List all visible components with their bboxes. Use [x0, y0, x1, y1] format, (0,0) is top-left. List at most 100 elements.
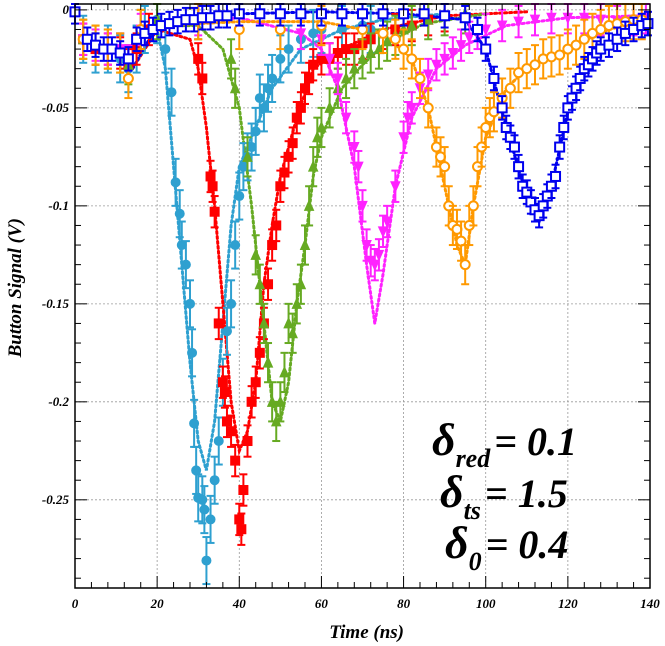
data-point	[221, 10, 233, 22]
data-point	[406, 18, 418, 31]
data-point	[225, 52, 237, 64]
annotation-value: = 0.1	[494, 419, 577, 464]
data-point	[488, 72, 500, 84]
data-point	[406, 102, 418, 115]
data-point	[431, 59, 442, 72]
data-point	[467, 200, 479, 212]
data-point	[340, 112, 352, 125]
data-point	[558, 121, 570, 133]
data-point	[187, 347, 198, 358]
data-point	[234, 514, 245, 525]
data-points	[69, 3, 654, 586]
data-point	[254, 277, 266, 290]
data-point	[349, 142, 360, 154]
data-point	[242, 150, 253, 162]
data-point	[554, 141, 566, 153]
data-point	[114, 47, 126, 59]
data-point	[480, 24, 491, 37]
data-point	[303, 199, 315, 211]
data-point	[472, 23, 483, 35]
data-point	[316, 120, 327, 133]
data-point	[174, 208, 185, 219]
data-point	[336, 8, 348, 20]
data-point	[381, 216, 393, 229]
data-point	[209, 206, 220, 217]
data-point	[205, 171, 216, 182]
data-point	[324, 101, 335, 113]
y-tick-label: -0.15	[42, 296, 70, 311]
data-point	[308, 28, 319, 39]
data-point	[579, 12, 590, 25]
data-point	[611, 33, 623, 45]
data-point	[279, 365, 290, 378]
data-point	[377, 27, 389, 39]
annotation-subscript: ts	[464, 496, 481, 525]
y-tick-label: -0.05	[42, 100, 70, 115]
data-point	[349, 61, 360, 74]
plot-frame	[74, 3, 651, 589]
data-point	[205, 514, 216, 525]
data-point	[406, 53, 418, 65]
data-point	[308, 59, 319, 70]
data-point	[234, 191, 245, 202]
data-point	[377, 8, 389, 20]
data-point	[295, 102, 306, 113]
x-tick-labels: 0 20 40 60 80 100 120 140	[72, 596, 661, 611]
data-point	[295, 277, 307, 290]
data-point	[464, 32, 475, 45]
data-point	[504, 82, 516, 94]
data-point	[381, 34, 393, 47]
data-point	[226, 298, 237, 309]
annotation-subscript: red	[456, 444, 492, 473]
data-point	[312, 130, 323, 143]
data-point	[357, 52, 368, 64]
data-point	[340, 71, 352, 84]
data-point	[550, 170, 562, 182]
data-point	[122, 72, 134, 84]
x-axis-title: Time (ns)	[329, 622, 404, 643]
parameter-annotation: δred = 0.1	[432, 414, 577, 473]
data-point	[513, 161, 525, 173]
annotation-value: = 0.4	[486, 522, 569, 567]
data-point	[295, 28, 307, 41]
data-point	[242, 436, 253, 447]
data-point	[131, 33, 143, 45]
data-point	[365, 46, 376, 58]
data-point	[226, 426, 237, 437]
data-point	[324, 53, 335, 66]
data-point	[246, 396, 257, 407]
data-point	[236, 524, 247, 535]
data-point	[377, 226, 389, 239]
data-point	[287, 138, 298, 149]
data-point	[160, 44, 171, 55]
data-point	[578, 33, 590, 45]
annotation-symbol: δ	[432, 414, 456, 465]
data-point	[295, 8, 307, 20]
data-point	[254, 347, 265, 358]
data-point	[332, 73, 344, 86]
x-tick-label: 140	[640, 596, 660, 611]
data-point	[398, 43, 410, 55]
fit-curve	[131, 12, 447, 471]
data-point	[189, 418, 200, 429]
data-point	[546, 12, 557, 25]
data-point	[193, 53, 204, 64]
data-point	[122, 53, 134, 65]
data-point	[570, 39, 582, 51]
x-tick-label: 20	[150, 596, 165, 611]
data-point	[250, 126, 261, 137]
data-point	[480, 43, 492, 55]
data-point	[267, 73, 278, 84]
data-point	[274, 8, 286, 20]
y-tick-label: -0.1	[48, 198, 69, 213]
data-point	[496, 102, 508, 114]
data-point	[439, 10, 451, 22]
data-point	[258, 316, 270, 329]
data-point	[81, 33, 93, 45]
data-point	[357, 8, 368, 20]
data-point	[389, 33, 401, 45]
data-point	[217, 377, 228, 388]
data-point	[185, 298, 195, 309]
